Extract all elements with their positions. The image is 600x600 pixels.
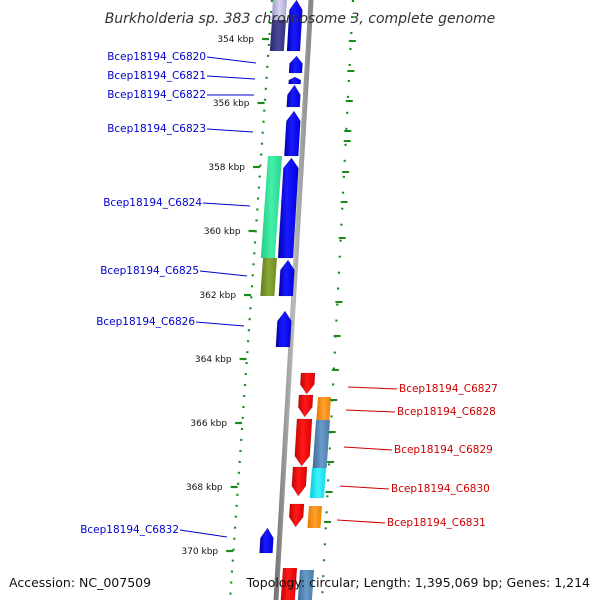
leader-line (347, 386, 398, 390)
feature-block-orange-2 (307, 506, 322, 528)
feature-block-olive (260, 258, 277, 296)
forward-gene-label: Bcep18194_C6821 (107, 70, 206, 82)
accession-text: Accession: NC_007509 (9, 575, 151, 590)
tick-label: 370 kbp (181, 547, 218, 557)
gene-arrows (259, 0, 316, 554)
reverse-gene-arrow (291, 466, 308, 497)
feature-block-green (260, 156, 282, 258)
forward-gene-arrow (259, 527, 274, 554)
tick-label: 364 kbp (195, 355, 232, 365)
forward-gene-arrow (288, 76, 302, 85)
reverse-gene-label: Bcep18194_C6827 (399, 383, 498, 395)
forward-gene-label: Bcep18194_C6820 (107, 51, 206, 63)
leader-line (179, 529, 228, 538)
tick-label: 356 kbp (213, 99, 250, 109)
reverse-gene-label: Bcep18194_C6831 (387, 517, 486, 529)
summary-text: Topology: circular; Length: 1,395,069 bp… (246, 575, 590, 590)
feature-block-orange (316, 397, 331, 420)
reverse-gene-arrow (298, 394, 314, 418)
forward-gene-label: Bcep18194_C6825 (100, 265, 199, 277)
feature-block-navy (269, 20, 286, 51)
leader-line (199, 270, 248, 277)
tick-label: 362 kbp (199, 291, 236, 301)
leader-line (206, 128, 254, 133)
reverse-gene-arrow (300, 372, 316, 395)
forward-gene-label: Bcep18194_C6823 (107, 123, 206, 135)
forward-gene-arrow (284, 110, 301, 157)
feature-block-cyan (309, 468, 326, 498)
tick-label: 354 kbp (217, 35, 254, 45)
feature-block-steel-bottom (297, 570, 314, 600)
forward-gene-label: Bcep18194_C6832 (80, 524, 179, 536)
feature-block-steel (312, 420, 330, 468)
leader-line (343, 446, 393, 451)
tick-label: 358 kbp (208, 163, 245, 173)
chromosome-backbone (273, 0, 314, 600)
reverse-gene-label: Bcep18194_C6829 (394, 444, 493, 456)
forward-gene-arrow (278, 259, 295, 297)
leader-line (345, 409, 396, 413)
reverse-gene-arrow (288, 503, 305, 528)
forward-gene-arrow (286, 0, 303, 52)
reverse-gene-label: Bcep18194_C6830 (391, 483, 490, 495)
inner-dotted-ring (228, 0, 274, 600)
forward-gene-label: Bcep18194_C6822 (107, 89, 206, 101)
reverse-gene-label: Bcep18194_C6828 (397, 406, 496, 418)
reverse-gene-arrow (294, 418, 313, 467)
tick-label: 360 kbp (204, 227, 241, 237)
forward-gene-label: Bcep18194_C6826 (96, 316, 195, 328)
feature-block-lavender (271, 0, 287, 20)
leader-line (202, 202, 251, 207)
leader-line (206, 56, 257, 64)
tick-label: 366 kbp (190, 419, 227, 429)
map-title: Burkholderia sp. 383 chromosome 3, compl… (105, 11, 496, 27)
leader-line (336, 519, 386, 524)
feature-block-red-bottom (280, 568, 297, 600)
leader-line (195, 321, 245, 327)
forward-gene-label: Bcep18194_C6824 (103, 197, 202, 209)
tick-marks: 354 kbp 356 kbp 358 kbp 360 kbp 362 kbp 364 k… (181, 35, 356, 557)
forward-gene-arrow (277, 157, 299, 259)
forward-gene-arrow (288, 55, 303, 74)
forward-gene-arrow (275, 310, 292, 348)
leader-line (339, 485, 390, 490)
leader-line (206, 75, 256, 80)
outer-dotted-ring (320, 0, 355, 600)
tick-label: 368 kbp (186, 483, 223, 493)
gene-labels: Bcep18194_C6820 Bcep18194_C6821 Bcep18194_… (80, 51, 498, 538)
feature-tracks (228, 0, 355, 600)
forward-gene-arrow (286, 84, 301, 108)
